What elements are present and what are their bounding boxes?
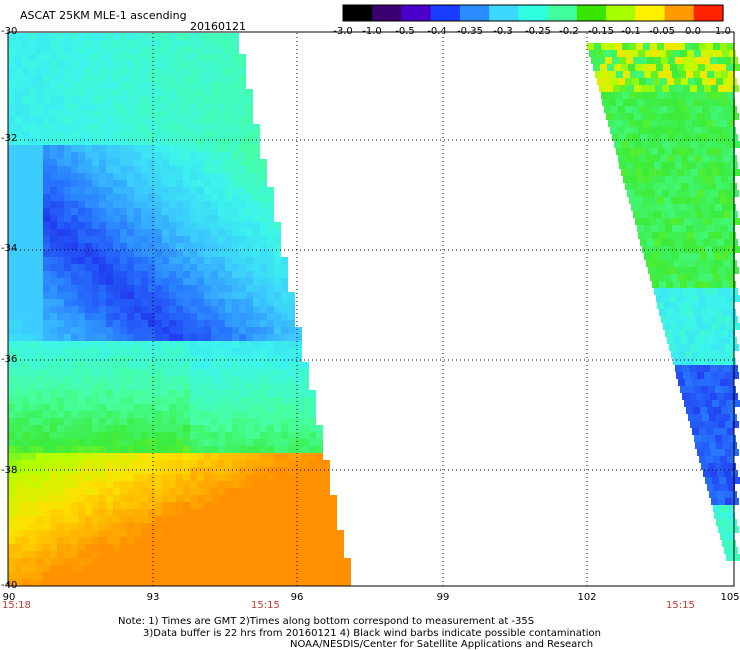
chart-date: 20160121: [190, 20, 246, 33]
colorbar-label: -0.15: [588, 26, 614, 37]
colorbar-label: -0.05: [649, 26, 675, 37]
lat-label: -34: [1, 243, 18, 254]
colorbar-swatch: [693, 5, 724, 21]
colorbar-swatch: [664, 5, 695, 21]
note-line-1: Note: 1) Times are GMT 2)Times along bot…: [118, 616, 535, 627]
time-label: 15:15: [666, 600, 695, 611]
colorbar-label: -0.25: [525, 26, 551, 37]
colorbar-swatch: [343, 5, 373, 21]
colorbar-label: 1.0: [715, 26, 731, 37]
colorbar-swatch: [547, 5, 578, 21]
colorbar-label: -0.35: [457, 26, 483, 37]
lat-label: -36: [1, 354, 18, 365]
lon-label: 90: [2, 592, 16, 603]
colorbar-label: -0.4: [427, 26, 447, 37]
colorbar-swatch: [635, 5, 666, 21]
colorbar-swatch: [518, 5, 549, 21]
lon-label: 105: [720, 592, 740, 603]
colorbar-swatch: [489, 5, 519, 21]
colorbar-swatch: [576, 5, 607, 21]
colorbar-swatch: [459, 5, 490, 21]
colorbar-label: -3.0: [333, 26, 353, 37]
colorbar-label: 0.0: [685, 26, 701, 37]
colorbar-label: -0.2: [559, 26, 579, 37]
colorbar-swatch: [372, 5, 403, 21]
colorbar-label: -0.3: [493, 26, 513, 37]
colorbar-label: -1.0: [362, 26, 382, 37]
lon-label: 96: [290, 592, 304, 603]
lon-label: 102: [577, 592, 597, 603]
lon-label: 93: [146, 592, 160, 603]
swath-layer: [8, 33, 740, 586]
lat-label: -30: [1, 26, 18, 37]
lat-label: -38: [1, 465, 18, 476]
grid-lines: [8, 33, 734, 586]
note-line-2: 3)Data buffer is 22 hrs from 20160121 4)…: [143, 628, 601, 639]
chart-title: ASCAT 25KM MLE-1 ascending: [20, 9, 187, 22]
colorbar-label: -0.1: [621, 26, 641, 37]
lat-label: -32: [1, 133, 18, 144]
note-line-3: NOAA/NESDIS/Center for Satellite Applica…: [290, 639, 594, 650]
colorbar-swatch: [430, 5, 461, 21]
lat-label: -40: [1, 580, 18, 591]
lon-label: 99: [436, 592, 450, 603]
time-label: 15:18: [2, 600, 31, 611]
plot-frame: [7, 31, 735, 587]
time-label: 15:15: [251, 600, 280, 611]
colorbar-swatch: [401, 5, 432, 21]
colorbar: [342, 4, 724, 22]
colorbar-swatch: [606, 5, 636, 21]
colorbar-label: -0.5: [395, 26, 415, 37]
